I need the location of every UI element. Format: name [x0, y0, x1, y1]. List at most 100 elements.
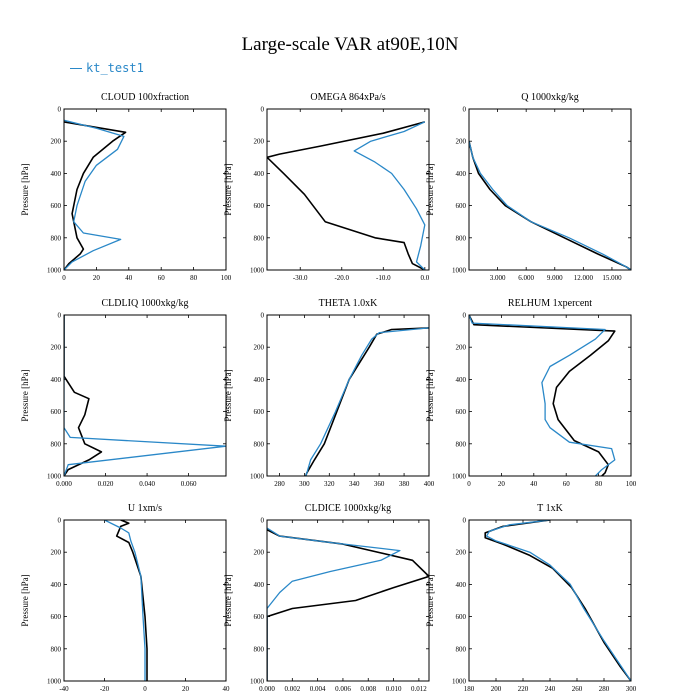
y-tick-label: 1000 — [250, 267, 265, 275]
x-tick-label: 0.000 — [259, 685, 275, 693]
panel-title: CLDICE 1000xkg/kg — [305, 503, 391, 514]
panel-title: CLDLIQ 1000xkg/kg — [102, 298, 189, 309]
y-tick-label: 1000 — [47, 473, 62, 481]
x-tick-label: 0.0 — [420, 274, 429, 282]
y-tick-label: 1000 — [452, 473, 467, 481]
series-line-reference — [115, 520, 148, 681]
x-tick-label: 380 — [399, 480, 410, 488]
y-tick-label: 1000 — [250, 678, 265, 686]
panel-title: U 1xm/s — [128, 503, 162, 514]
chart-panel: CLDLIQ 1000xkg/kg Pressure [hPa] 0 200 400 60… — [20, 298, 227, 488]
y-tick-label: 0 — [463, 106, 467, 114]
y-tick-label: 400 — [254, 581, 265, 589]
y-tick-label: 800 — [254, 440, 265, 448]
y-tick-label: 400 — [456, 581, 467, 589]
y-tick-label: 800 — [51, 234, 62, 242]
y-tick-label: 800 — [51, 645, 62, 653]
series-line-reference — [64, 315, 103, 476]
series-line-kt_test1 — [485, 520, 631, 681]
y-tick-label: 200 — [51, 138, 62, 146]
plot-frame — [468, 519, 632, 682]
legend-swatch — [70, 68, 82, 69]
series-line-kt_test1 — [267, 527, 401, 681]
plot-frame — [266, 314, 430, 477]
series-line-reference — [469, 141, 631, 270]
x-tick-label: 0.040 — [139, 480, 155, 488]
x-tick-label: 0.008 — [360, 685, 376, 693]
y-tick-label: 600 — [51, 613, 62, 621]
x-tick-label: 220 — [518, 685, 529, 693]
panel-title: THETA 1.0xK — [319, 298, 378, 309]
y-tick-label: 200 — [254, 344, 265, 352]
y-tick-label: 800 — [456, 645, 467, 653]
plot-frame — [63, 314, 227, 477]
series-line-kt_test1 — [104, 520, 146, 681]
x-tick-label: -30.0 — [293, 274, 308, 282]
x-tick-label: 60 — [563, 480, 571, 488]
y-tick-label: 400 — [51, 170, 62, 178]
y-tick-label: 0 — [58, 517, 62, 525]
panel-title: OMEGA 864xPa/s — [310, 92, 385, 103]
y-tick-label: 800 — [254, 645, 265, 653]
x-tick-label: 340 — [349, 480, 360, 488]
y-axis-label: Pressure [hPa] — [425, 163, 435, 215]
panel-title: Q 1000xkg/kg — [521, 92, 579, 103]
y-tick-label: 400 — [456, 376, 467, 384]
x-tick-label: 60 — [158, 274, 166, 282]
y-tick-label: 1000 — [47, 267, 62, 275]
x-tick-label: 0.060 — [181, 480, 197, 488]
x-tick-label: 0.010 — [386, 685, 402, 693]
legend-label: kt_test1 — [86, 61, 144, 75]
x-tick-label: -20 — [100, 685, 110, 693]
y-tick-label: 0 — [58, 106, 62, 114]
x-tick-label: 280 — [599, 685, 610, 693]
y-tick-label: 600 — [51, 408, 62, 416]
chart-panel: OMEGA 864xPa/s Pressure [hPa] 0 200 400 600 80… — [223, 92, 430, 282]
y-axis-label: Pressure [hPa] — [223, 163, 233, 215]
x-tick-label: 200 — [491, 685, 502, 693]
x-tick-label: 40 — [125, 274, 133, 282]
plot-frame — [63, 108, 227, 271]
series-line-kt_test1 — [64, 315, 226, 476]
chart-title: Large-scale VAR at90E,10N — [241, 34, 459, 55]
y-tick-label: 600 — [254, 613, 265, 621]
x-tick-label: 0.012 — [411, 685, 427, 693]
series-line-reference — [64, 121, 127, 270]
x-tick-label: 280 — [274, 480, 285, 488]
y-tick-label: 200 — [456, 344, 467, 352]
plot-frame — [468, 314, 632, 477]
y-tick-label: 600 — [456, 408, 467, 416]
y-tick-label: 1000 — [452, 267, 467, 275]
series-line-reference — [469, 315, 616, 476]
y-tick-label: 200 — [456, 138, 467, 146]
x-tick-label: -10.0 — [376, 274, 391, 282]
y-axis-label: Pressure [hPa] — [20, 369, 30, 421]
x-tick-label: 9.000 — [547, 274, 563, 282]
x-tick-label: 12.000 — [574, 274, 594, 282]
x-tick-label: 40 — [223, 685, 231, 693]
x-tick-label: 260 — [572, 685, 583, 693]
y-axis-label: Pressure [hPa] — [223, 369, 233, 421]
x-tick-label: 240 — [545, 685, 556, 693]
chart-panel: THETA 1.0xK Pressure [hPa] 0 200 400 600 800 10… — [223, 298, 435, 488]
x-tick-label: 0.006 — [335, 685, 351, 693]
y-tick-label: 0 — [261, 312, 265, 320]
y-tick-label: 600 — [456, 202, 467, 210]
y-tick-label: 600 — [51, 202, 62, 210]
x-tick-label: -40 — [59, 685, 69, 693]
y-tick-label: 400 — [254, 170, 265, 178]
y-tick-label: 400 — [51, 376, 62, 384]
series-line-kt_test1 — [304, 327, 429, 476]
x-tick-label: 0.020 — [98, 480, 114, 488]
y-tick-label: 600 — [456, 613, 467, 621]
y-tick-label: 200 — [51, 549, 62, 557]
panel-title: CLOUD 100xfraction — [101, 92, 189, 103]
y-tick-label: 1000 — [452, 678, 467, 686]
x-tick-label: 400 — [424, 480, 435, 488]
x-tick-label: 0 — [62, 274, 66, 282]
series-line-reference — [267, 121, 426, 270]
